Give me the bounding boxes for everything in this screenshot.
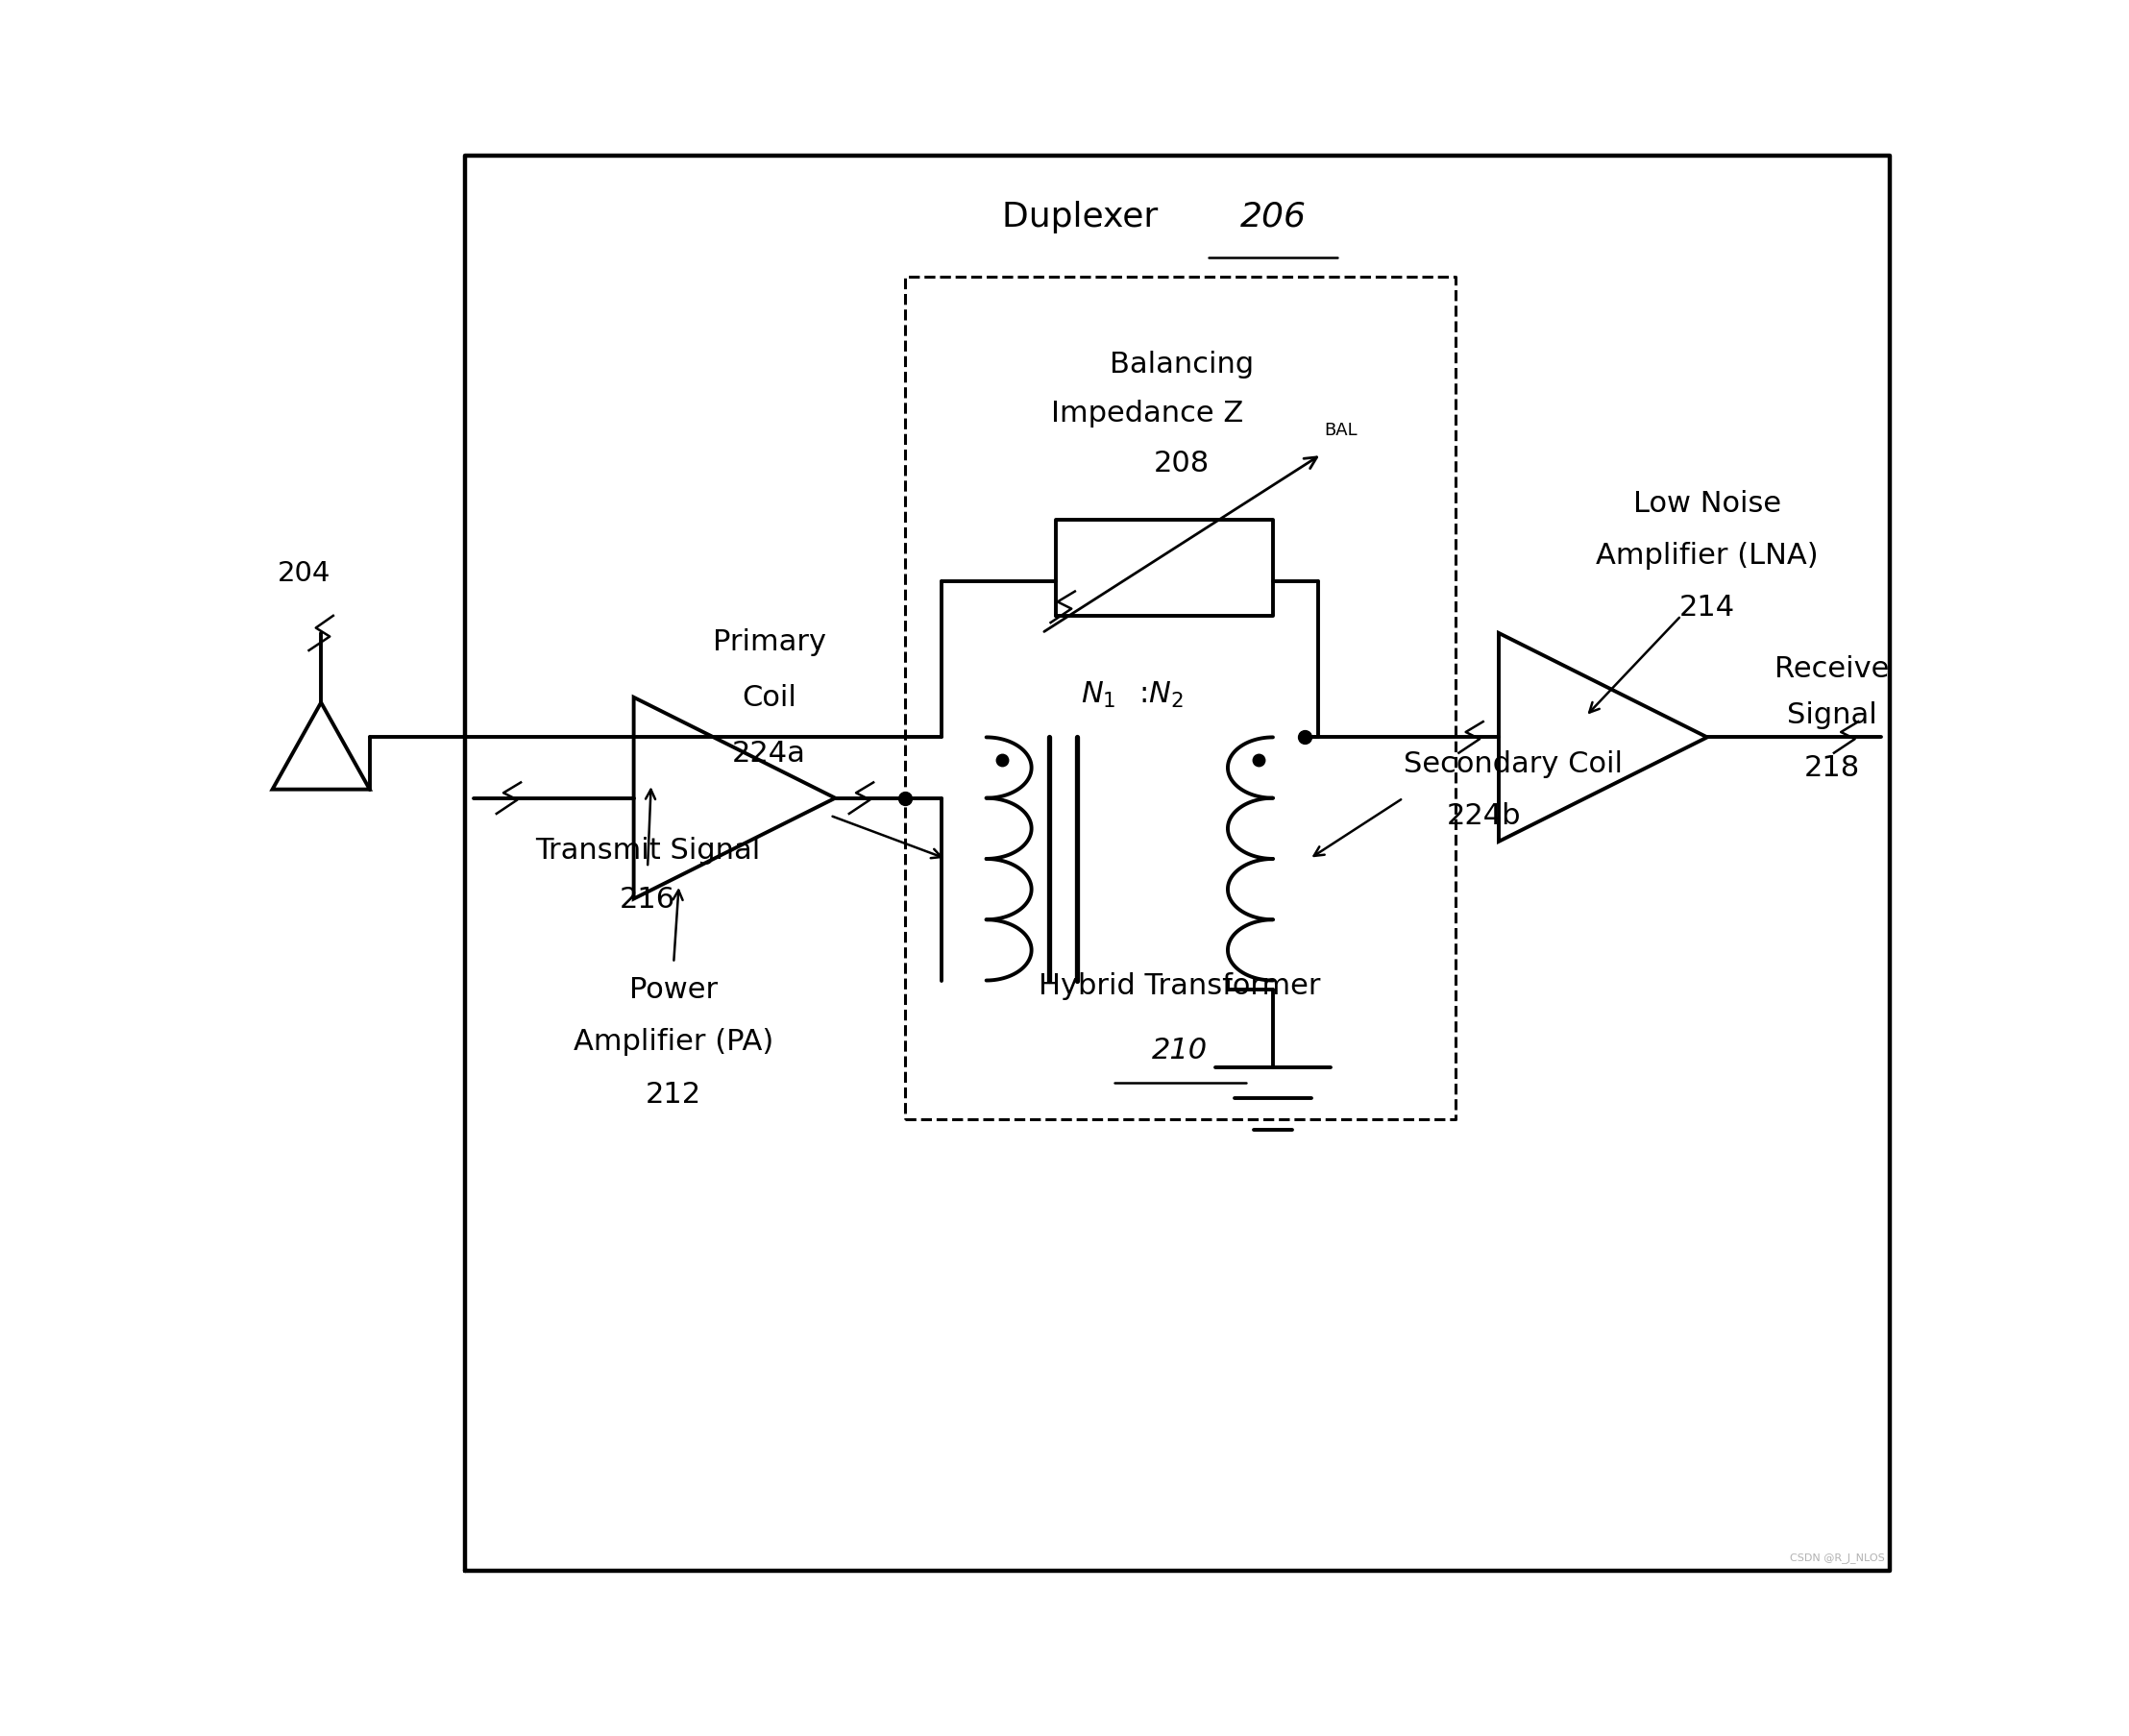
Text: BAL: BAL — [1324, 422, 1358, 439]
Text: Duplexer: Duplexer — [1003, 201, 1169, 233]
Text: 214: 214 — [1680, 594, 1735, 621]
Text: Receive: Receive — [1776, 654, 1891, 682]
Text: Primary: Primary — [713, 628, 826, 656]
Text: 224a: 224a — [732, 740, 807, 767]
Text: 212: 212 — [645, 1080, 703, 1108]
Text: 218: 218 — [1803, 753, 1861, 781]
Text: 208: 208 — [1154, 450, 1209, 477]
Text: Balancing: Balancing — [1109, 351, 1254, 378]
Text: :$N_2$: :$N_2$ — [1139, 679, 1184, 710]
Text: $N_1$: $N_1$ — [1082, 679, 1116, 710]
Text: 216: 216 — [620, 885, 675, 913]
Text: Amplifier (LNA): Amplifier (LNA) — [1597, 542, 1818, 569]
Text: Power: Power — [630, 976, 717, 1003]
Text: 224b: 224b — [1446, 802, 1520, 830]
Text: Low Noise: Low Noise — [1633, 490, 1782, 517]
Text: 206: 206 — [1239, 201, 1305, 233]
Text: Amplifier (PA): Amplifier (PA) — [573, 1028, 773, 1055]
Text: Signal: Signal — [1786, 701, 1878, 729]
Text: Secondary Coil: Secondary Coil — [1403, 750, 1622, 778]
Text: Coil: Coil — [741, 684, 796, 712]
Text: Hybrid Transformer: Hybrid Transformer — [1039, 972, 1320, 1000]
Text: Transmit Signal: Transmit Signal — [534, 837, 760, 865]
Text: Impedance Z: Impedance Z — [1052, 399, 1243, 427]
Text: CSDN @R_J_NLOS: CSDN @R_J_NLOS — [1790, 1552, 1884, 1562]
Text: 210: 210 — [1152, 1036, 1207, 1064]
Text: 204: 204 — [277, 559, 330, 587]
